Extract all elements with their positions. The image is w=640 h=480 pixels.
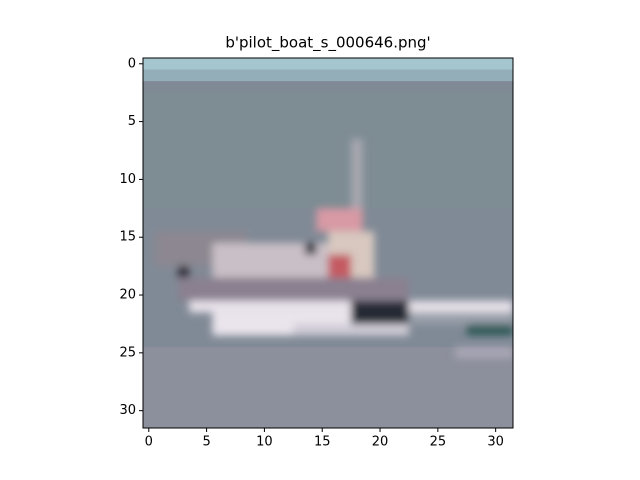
x-tick-label: 10 <box>256 435 273 450</box>
x-tick-label: 5 <box>202 435 210 450</box>
x-tick-label: 15 <box>314 435 331 450</box>
y-tick-label: 10 <box>119 172 136 187</box>
x-tick-label: 20 <box>372 435 389 450</box>
y-tick-label: 0 <box>128 56 136 71</box>
chart-title: b'pilot_boat_s_000646.png' <box>225 34 430 53</box>
x-tick-label: 0 <box>145 435 153 450</box>
y-tick-label: 20 <box>119 288 136 303</box>
y-tick-label: 25 <box>119 345 136 360</box>
y-tick-label: 5 <box>128 114 136 129</box>
x-tick-label: 30 <box>487 435 504 450</box>
y-tick-label: 15 <box>119 230 136 245</box>
image <box>143 58 513 428</box>
axes-frame <box>142 57 514 429</box>
x-tick-label: 25 <box>430 435 447 450</box>
y-tick-label: 30 <box>119 403 136 418</box>
